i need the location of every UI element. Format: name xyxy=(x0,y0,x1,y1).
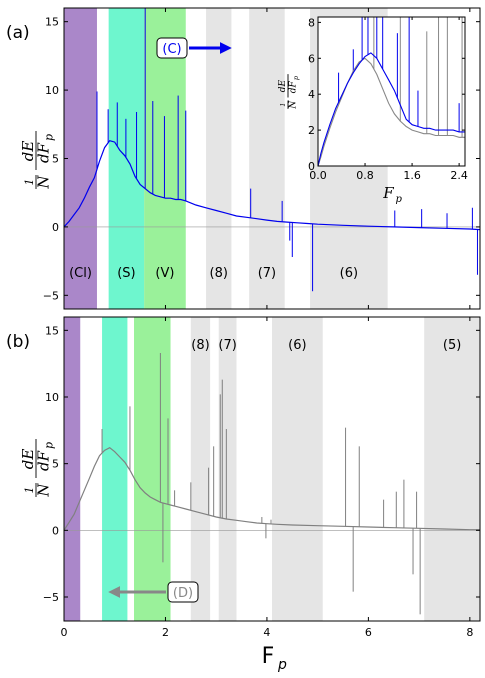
band-label: (5) xyxy=(443,338,461,353)
band-label: (7) xyxy=(258,266,276,281)
band-label: (S) xyxy=(117,266,135,281)
ylabel-sub: p xyxy=(42,442,55,449)
band-4 xyxy=(206,8,232,309)
inset-xtick-label: 0.0 xyxy=(309,169,327,182)
band-5 xyxy=(218,317,237,621)
ylabel-dfp: dF xyxy=(34,142,52,163)
annotation-box xyxy=(156,37,188,59)
band-1 xyxy=(64,8,97,309)
ylabel-de: dE xyxy=(19,449,37,470)
xtick-label: 6 xyxy=(365,626,372,639)
inset-plot-area xyxy=(318,17,465,166)
ylabel-dfp: dF xyxy=(34,450,52,471)
ylabel-frac-bottom: N xyxy=(34,483,52,498)
xtick-label: 0 xyxy=(61,626,68,639)
series-line-1 xyxy=(64,140,480,231)
band-label: (6) xyxy=(340,266,358,281)
ytick-label: 15 xyxy=(45,324,59,337)
annotation: (D) xyxy=(108,581,199,603)
xtick-label: 2 xyxy=(162,626,169,639)
band-label: (7) xyxy=(218,338,236,353)
ytick-label: 0 xyxy=(52,524,59,537)
band-6 xyxy=(272,317,323,621)
band-7 xyxy=(424,317,480,621)
annotation: (C) xyxy=(156,37,232,59)
xtick-label: 4 xyxy=(263,626,270,639)
inset-series-line-1 xyxy=(318,57,465,166)
inset-xtick-label: 1.6 xyxy=(403,169,421,182)
ylabel-sub: p xyxy=(292,75,300,80)
band-2 xyxy=(102,317,128,621)
annotation-box xyxy=(167,581,199,603)
annotation-text: (D) xyxy=(173,586,193,601)
ylabel-frac-top: 1 xyxy=(279,103,287,107)
ylabel-sub: p xyxy=(42,134,55,141)
ytick-label: 0 xyxy=(52,221,59,234)
band-label: (V) xyxy=(155,266,174,281)
xtick-label: 8 xyxy=(466,626,473,639)
inset-ytick-label: 2 xyxy=(308,124,315,137)
ytick-label: −5 xyxy=(43,591,59,604)
series-line-1 xyxy=(64,446,480,531)
inset-bg xyxy=(318,17,465,166)
band-label: (8) xyxy=(210,266,228,281)
inset-ytick-label: 8 xyxy=(308,16,315,29)
ylabel-dfp: dF xyxy=(288,81,298,94)
ytick-label: 5 xyxy=(52,153,59,166)
inset-series-line-2 xyxy=(318,52,465,166)
axes-frame xyxy=(63,316,481,622)
band-label: (8) xyxy=(191,338,209,353)
ytick-label: 10 xyxy=(45,84,59,97)
band-5 xyxy=(249,8,285,309)
ytick-label: 15 xyxy=(45,16,59,29)
ytick-label: 10 xyxy=(45,391,59,404)
inset-xtick-label: 2.4 xyxy=(450,169,468,182)
panel-label: (b) xyxy=(6,332,30,352)
annotation-text: (C) xyxy=(162,42,181,57)
band-4 xyxy=(190,317,211,621)
inset-xlabel-sub: p xyxy=(396,194,403,205)
ylabel-frac-top: 1 xyxy=(23,487,36,494)
band-1 xyxy=(64,317,81,621)
ylabel-frac-top: 1 xyxy=(23,179,36,186)
band-3 xyxy=(134,317,171,621)
inset-ytick-label: 6 xyxy=(308,52,315,65)
inset-frame xyxy=(317,16,466,167)
ylabel-de: dE xyxy=(19,141,37,162)
ytick-label: 5 xyxy=(52,458,59,471)
inset-xtick-label: 0.8 xyxy=(356,169,374,182)
band-label: (Cl) xyxy=(69,266,92,281)
panel-label: (a) xyxy=(6,23,30,43)
ylabel-frac-bottom: N xyxy=(34,175,52,190)
xlabel-sub: p xyxy=(277,657,287,673)
xlabel-main: F xyxy=(262,644,275,669)
inset-ytick-label: 0 xyxy=(308,160,315,173)
band-label: (6) xyxy=(288,338,306,353)
inset-ytick-label: 4 xyxy=(308,88,315,101)
inset-xlabel-main: F xyxy=(382,184,394,202)
ytick-label: −5 xyxy=(43,289,59,302)
ylabel-frac-bottom: N xyxy=(288,100,298,110)
ylabel-de: dE xyxy=(278,80,288,93)
plot-area xyxy=(64,317,480,621)
